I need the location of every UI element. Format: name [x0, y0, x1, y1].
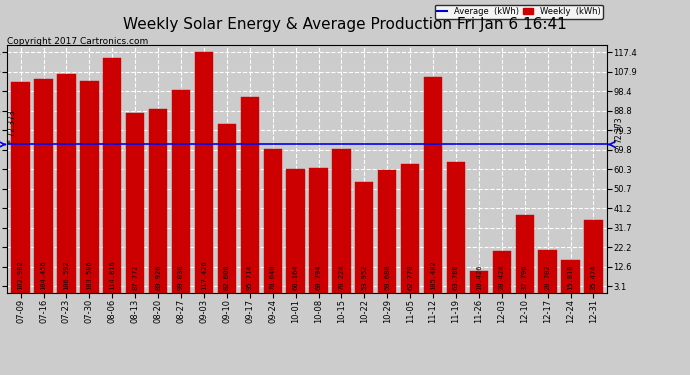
Text: 89.926: 89.926	[155, 265, 161, 291]
Bar	[34, 79, 52, 292]
Text: 70.224: 70.224	[338, 265, 344, 291]
Bar	[126, 113, 144, 292]
Text: 103.506: 103.506	[86, 261, 92, 291]
Text: * 72.373: * 72.373	[8, 111, 17, 144]
Bar	[103, 58, 121, 292]
Text: 70.040: 70.040	[270, 265, 276, 291]
Bar	[447, 162, 465, 292]
Bar	[333, 149, 351, 292]
Text: 10.426: 10.426	[476, 265, 482, 291]
Text: 95.714: 95.714	[247, 265, 253, 291]
Text: 114.816: 114.816	[109, 261, 115, 291]
Text: 82.606: 82.606	[224, 265, 230, 291]
Text: 102.902: 102.902	[18, 261, 23, 291]
Text: 15.810: 15.810	[568, 265, 573, 291]
Text: 20.424: 20.424	[499, 265, 505, 291]
Legend: Average  (kWh), Weekly  (kWh): Average (kWh), Weekly (kWh)	[435, 4, 603, 19]
Text: 53.952: 53.952	[362, 265, 367, 291]
Bar	[217, 123, 236, 292]
Text: 60.164: 60.164	[293, 265, 299, 291]
Text: 87.772: 87.772	[132, 265, 138, 291]
Bar	[309, 168, 328, 292]
Bar	[470, 271, 488, 292]
Bar	[584, 220, 602, 292]
Bar	[378, 170, 397, 292]
Bar	[57, 75, 76, 292]
Bar	[12, 82, 30, 292]
Bar	[149, 108, 167, 292]
Bar	[80, 81, 99, 292]
Text: 106.592: 106.592	[63, 261, 70, 291]
Text: 62.770: 62.770	[407, 265, 413, 291]
Text: 72.373: 72.373	[614, 117, 623, 144]
Text: Copyright 2017 Cartronics.com: Copyright 2017 Cartronics.com	[7, 38, 148, 46]
Text: 60.794: 60.794	[315, 265, 322, 291]
Bar	[195, 52, 213, 292]
Bar	[241, 97, 259, 292]
Text: 117.426: 117.426	[201, 261, 207, 291]
Text: 20.702: 20.702	[544, 265, 551, 291]
Bar	[538, 250, 557, 292]
Text: 105.402: 105.402	[430, 261, 436, 291]
Bar	[401, 164, 420, 292]
Text: 104.456: 104.456	[41, 261, 46, 291]
Text: 37.796: 37.796	[522, 265, 528, 291]
Text: 59.680: 59.680	[384, 265, 391, 291]
Text: 63.788: 63.788	[453, 265, 459, 291]
Bar	[493, 251, 511, 292]
Bar	[424, 77, 442, 292]
Bar	[355, 182, 373, 292]
Bar	[172, 90, 190, 292]
Bar	[286, 170, 305, 292]
Text: 99.036: 99.036	[178, 265, 184, 291]
Text: Weekly Solar Energy & Average Production Fri Jan 6 16:41: Weekly Solar Energy & Average Production…	[123, 17, 567, 32]
Bar	[264, 149, 282, 292]
Bar	[515, 215, 534, 292]
Bar	[562, 260, 580, 292]
Text: 35.474: 35.474	[591, 265, 596, 291]
